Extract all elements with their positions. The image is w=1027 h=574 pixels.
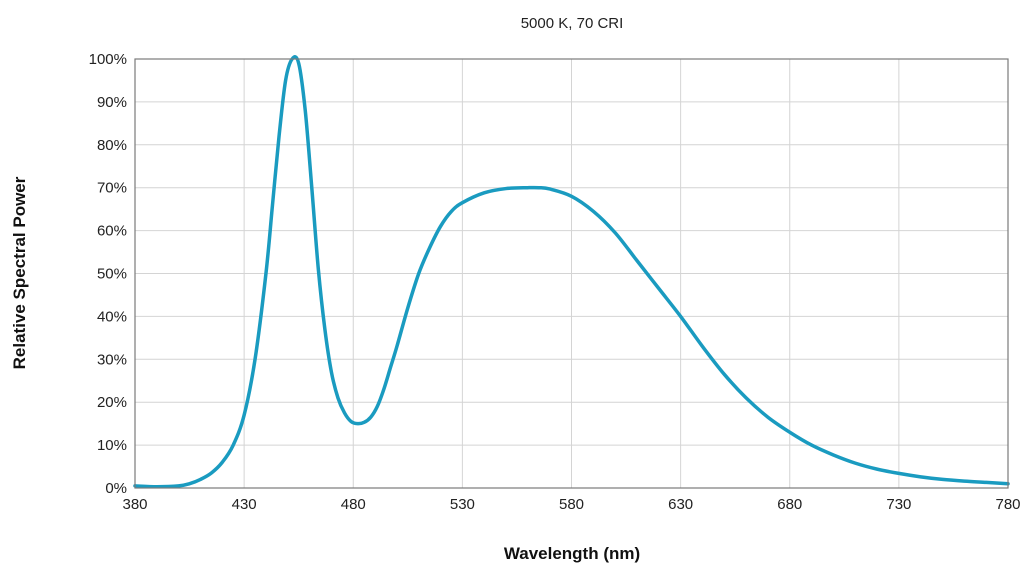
- y-tick-label: 60%: [97, 223, 127, 240]
- y-tick-label: 0%: [105, 480, 127, 497]
- plot-frame: [134, 58, 1009, 489]
- y-tick-label: 80%: [97, 137, 127, 154]
- y-tick-label: 70%: [97, 180, 127, 197]
- tick-labels: 380 430 480 530 580 630 680 730 780 0% 10% 20% 30% 40…: [89, 51, 1021, 513]
- y-tick-label: 40%: [97, 308, 127, 325]
- y-tick-label: 90%: [97, 94, 127, 111]
- grid-layer: [134, 58, 1009, 489]
- x-tick-label: 680: [777, 496, 802, 513]
- y-tick-label: 10%: [97, 437, 127, 454]
- x-tick-label: 730: [886, 496, 911, 513]
- y-tick-label: 50%: [97, 266, 127, 283]
- x-tick-label: 430: [232, 496, 257, 513]
- x-tick-label: 630: [668, 496, 693, 513]
- y-axis-title: Relative Spectral Power: [10, 176, 29, 369]
- spectral-power-line: [133, 55, 1010, 489]
- x-tick-label: 480: [341, 496, 366, 513]
- x-tick-label: 580: [559, 496, 584, 513]
- y-tick-label: 20%: [97, 394, 127, 411]
- x-tick-label: 530: [450, 496, 475, 513]
- series-layer: [133, 55, 1010, 489]
- y-tick-label: 30%: [97, 351, 127, 368]
- x-tick-label: 380: [122, 496, 147, 513]
- chart-title: 5000 K, 70 CRI: [521, 15, 624, 32]
- x-axis-title: Wavelength (nm): [504, 544, 640, 563]
- x-tick-label: 780: [995, 496, 1020, 513]
- y-tick-label: 100%: [89, 51, 127, 68]
